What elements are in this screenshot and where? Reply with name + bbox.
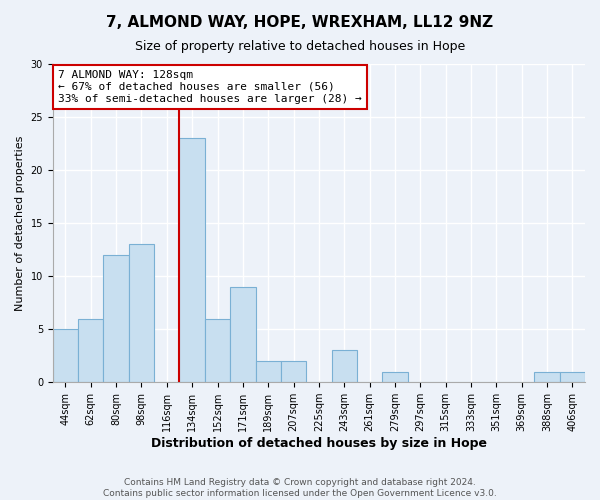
- Bar: [256, 361, 281, 382]
- Text: 7, ALMOND WAY, HOPE, WREXHAM, LL12 9NZ: 7, ALMOND WAY, HOPE, WREXHAM, LL12 9NZ: [106, 15, 494, 30]
- Y-axis label: Number of detached properties: Number of detached properties: [15, 136, 25, 311]
- Text: Size of property relative to detached houses in Hope: Size of property relative to detached ho…: [135, 40, 465, 53]
- Bar: [129, 244, 154, 382]
- Bar: [535, 372, 560, 382]
- Bar: [78, 318, 103, 382]
- X-axis label: Distribution of detached houses by size in Hope: Distribution of detached houses by size …: [151, 437, 487, 450]
- Bar: [332, 350, 357, 382]
- Text: 7 ALMOND WAY: 128sqm
← 67% of detached houses are smaller (56)
33% of semi-detac: 7 ALMOND WAY: 128sqm ← 67% of detached h…: [58, 70, 362, 104]
- Bar: [179, 138, 205, 382]
- Bar: [230, 287, 256, 382]
- Bar: [560, 372, 585, 382]
- Bar: [205, 318, 230, 382]
- Bar: [103, 255, 129, 382]
- Bar: [281, 361, 306, 382]
- Text: Contains HM Land Registry data © Crown copyright and database right 2024.
Contai: Contains HM Land Registry data © Crown c…: [103, 478, 497, 498]
- Bar: [53, 329, 78, 382]
- Bar: [382, 372, 407, 382]
